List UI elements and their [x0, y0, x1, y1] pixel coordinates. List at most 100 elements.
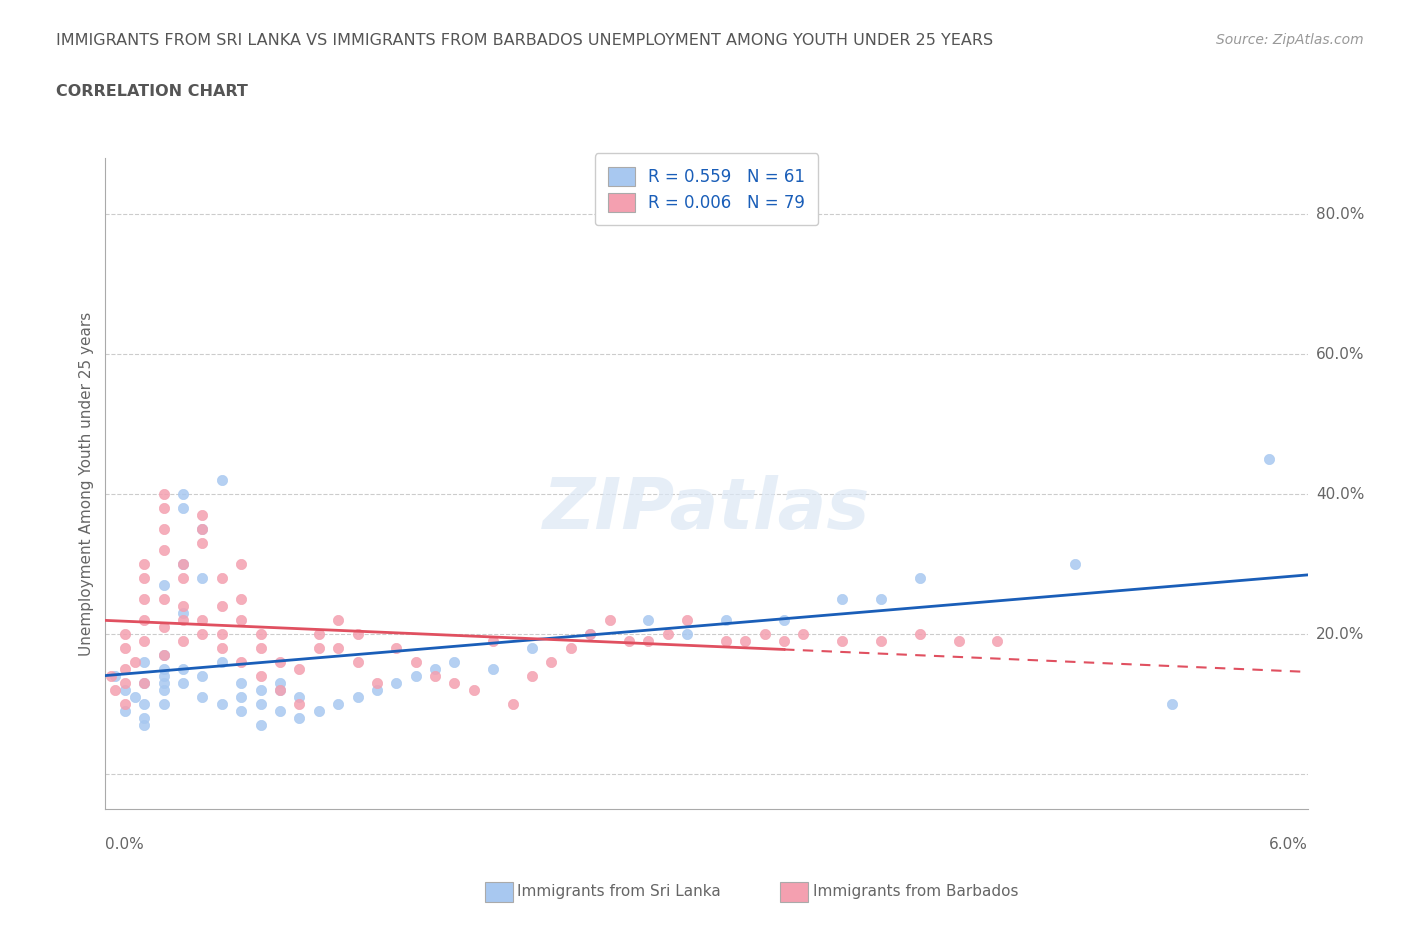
Point: [211, 641, 233, 656]
Point: [269, 676, 291, 691]
Point: [249, 641, 271, 656]
Point: [231, 690, 253, 705]
Point: [152, 647, 174, 662]
Point: [1160, 697, 1182, 711]
Point: [152, 661, 174, 676]
Point: [986, 633, 1008, 648]
Point: [405, 669, 427, 684]
Point: [152, 578, 174, 592]
Point: [134, 655, 156, 670]
Point: [191, 508, 214, 523]
Point: [560, 641, 582, 656]
Point: [134, 718, 156, 733]
Point: [502, 697, 524, 711]
Point: [191, 522, 214, 537]
Point: [773, 633, 796, 648]
Point: [443, 676, 465, 691]
Point: [191, 613, 214, 628]
Point: [134, 571, 156, 586]
Point: [308, 704, 330, 719]
Point: [172, 599, 194, 614]
Point: [191, 627, 214, 642]
Point: [152, 619, 174, 634]
Text: 0.0%: 0.0%: [105, 837, 145, 852]
Point: [114, 683, 136, 698]
Point: [385, 676, 408, 691]
Text: ZIPatlas: ZIPatlas: [543, 475, 870, 544]
Point: [831, 591, 853, 606]
Point: [308, 627, 330, 642]
Point: [152, 697, 174, 711]
Point: [134, 711, 156, 725]
Point: [249, 697, 271, 711]
Point: [288, 697, 311, 711]
Point: [579, 627, 602, 642]
Point: [172, 605, 194, 620]
Text: Immigrants from Barbados: Immigrants from Barbados: [813, 884, 1018, 899]
Point: [346, 655, 368, 670]
Point: [211, 571, 233, 586]
Point: [211, 472, 233, 487]
Point: [773, 613, 796, 628]
Point: [172, 613, 194, 628]
Point: [211, 655, 233, 670]
Point: [599, 613, 621, 628]
Point: [326, 641, 349, 656]
Point: [231, 676, 253, 691]
Point: [152, 669, 174, 684]
Point: [423, 661, 446, 676]
Point: [482, 633, 505, 648]
Point: [191, 690, 214, 705]
Point: [346, 690, 368, 705]
Point: [657, 627, 679, 642]
Point: [714, 633, 737, 648]
Point: [191, 571, 214, 586]
Point: [288, 711, 311, 725]
Point: [152, 543, 174, 558]
Point: [134, 697, 156, 711]
Point: [134, 613, 156, 628]
Point: [308, 641, 330, 656]
Point: [482, 661, 505, 676]
Point: [134, 676, 156, 691]
Point: [385, 641, 408, 656]
Point: [211, 599, 233, 614]
Point: [114, 697, 136, 711]
Text: Source: ZipAtlas.com: Source: ZipAtlas.com: [1216, 33, 1364, 46]
Point: [792, 627, 814, 642]
Point: [114, 641, 136, 656]
Point: [346, 627, 368, 642]
Point: [114, 661, 136, 676]
Point: [676, 613, 699, 628]
Text: Immigrants from Sri Lanka: Immigrants from Sri Lanka: [517, 884, 721, 899]
Point: [269, 655, 291, 670]
Point: [134, 591, 156, 606]
Point: [870, 591, 893, 606]
Point: [124, 690, 146, 705]
Text: CORRELATION CHART: CORRELATION CHART: [56, 84, 247, 99]
Y-axis label: Unemployment Among Youth under 25 years: Unemployment Among Youth under 25 years: [79, 312, 94, 656]
Point: [100, 669, 122, 684]
Point: [191, 522, 214, 537]
Text: 6.0%: 6.0%: [1268, 837, 1308, 852]
Point: [134, 633, 156, 648]
Point: [269, 683, 291, 698]
Point: [231, 557, 253, 572]
Point: [231, 655, 253, 670]
Point: [152, 647, 174, 662]
Point: [104, 669, 127, 684]
Point: [172, 500, 194, 515]
Point: [520, 669, 543, 684]
Point: [637, 633, 659, 648]
Point: [870, 633, 893, 648]
Point: [443, 655, 465, 670]
Point: [172, 557, 194, 572]
Point: [269, 704, 291, 719]
Point: [231, 613, 253, 628]
Point: [114, 676, 136, 691]
Point: [617, 633, 640, 648]
Text: 60.0%: 60.0%: [1316, 347, 1364, 362]
Point: [172, 557, 194, 572]
Point: [104, 683, 127, 698]
Point: [326, 697, 349, 711]
